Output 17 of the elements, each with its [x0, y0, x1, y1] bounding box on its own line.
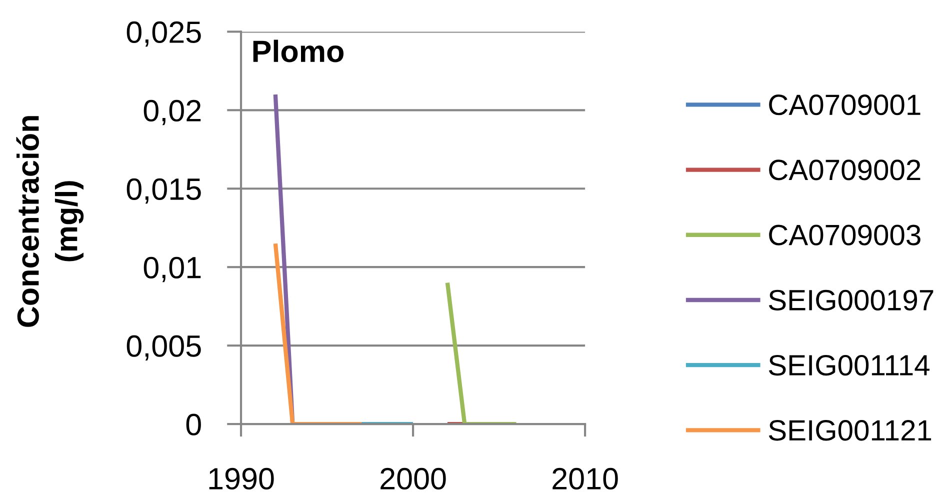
y-axis-title: Concentración (mg/l) [16, 116, 84, 327]
y-tick-label: 0,025 [126, 21, 201, 47]
y-tick-label: 0,015 [126, 178, 201, 204]
chart-title: Plomo [253, 40, 344, 62]
y-tick-label: 0,02 [144, 100, 201, 126]
legend-label: SEIG001114 [768, 354, 930, 376]
y-tick-label: 0,005 [126, 335, 201, 361]
y-tick-label: 0,01 [144, 256, 201, 282]
legend-label: CA0709002 [769, 160, 920, 180]
x-tick-label: 2010 [552, 468, 618, 490]
x-tick-label: 1990 [209, 468, 274, 490]
legend-label: CA0709003 [769, 224, 920, 246]
y-tick-label: 0 [186, 414, 201, 436]
legend-label: CA0709001 [769, 94, 920, 116]
legend-label: SEIG000197 [768, 290, 934, 310]
x-tick-label: 2000 [380, 468, 446, 490]
legend-label: SEIG001121 [768, 420, 932, 441]
